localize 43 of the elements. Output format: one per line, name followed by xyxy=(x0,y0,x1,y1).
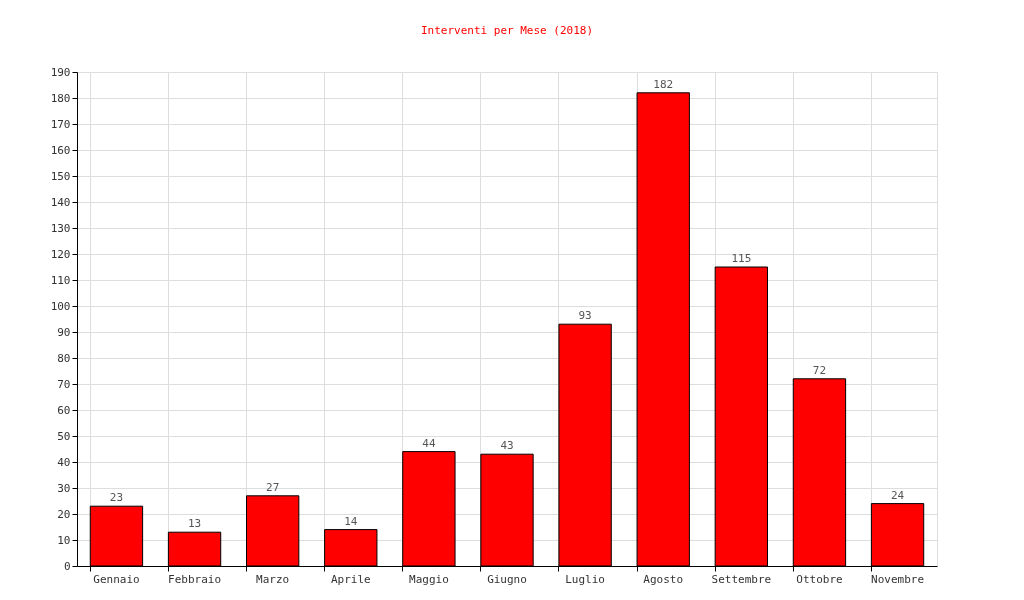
data-label: 13 xyxy=(187,517,202,531)
y-tick-label: 150 xyxy=(50,169,71,183)
y-tick-label: 20 xyxy=(57,507,71,521)
x-tick-label: Ottobre xyxy=(796,572,843,586)
y-tick-label: 180 xyxy=(50,91,71,105)
data-label: 27 xyxy=(266,480,280,494)
y-tick-label: 50 xyxy=(57,429,71,443)
x-tick-label: Giugno xyxy=(487,572,527,586)
x-tick-label: Marzo xyxy=(256,572,290,586)
x-tick-label: Settembre xyxy=(711,572,772,586)
data-label: 93 xyxy=(578,309,592,323)
y-tick-label: 60 xyxy=(57,403,71,417)
x-tick-label: Novembre xyxy=(871,572,925,586)
data-label: 23 xyxy=(109,491,124,505)
y-tick-label: 70 xyxy=(57,377,71,391)
data-label: 182 xyxy=(653,77,674,91)
y-tick-label: 170 xyxy=(50,117,71,131)
x-tick-label: Luglio xyxy=(565,572,605,586)
y-tick-label: 30 xyxy=(57,481,71,495)
y-tick-label: 100 xyxy=(50,299,71,313)
x-tick-label: Gennaio xyxy=(93,572,140,586)
y-tick-label: 190 xyxy=(50,65,71,79)
y-tick-label: 40 xyxy=(57,455,71,469)
y-tick-label: 110 xyxy=(50,273,71,287)
x-tick-label: Febbraio xyxy=(168,572,222,586)
data-label: 44 xyxy=(422,436,436,450)
data-label: 72 xyxy=(812,363,827,377)
data-label: 14 xyxy=(344,514,358,528)
y-tick-label: 90 xyxy=(57,325,71,339)
y-tick-label: 130 xyxy=(50,221,71,235)
y-tick-label: 160 xyxy=(50,143,71,157)
data-label: 115 xyxy=(731,252,752,265)
x-tick-label: Maggio xyxy=(409,572,449,586)
x-tick-label: Agosto xyxy=(643,572,684,586)
y-tick-label: 140 xyxy=(50,195,71,209)
chart-title: Interventi per Mese (2018) xyxy=(420,24,594,37)
y-tick-label: 80 xyxy=(57,351,71,365)
x-tick-label: Aprile xyxy=(330,572,371,586)
y-tick-label: 120 xyxy=(50,247,71,261)
data-label: 24 xyxy=(890,488,905,502)
data-label: 43 xyxy=(500,439,514,453)
y-tick-label: 0 xyxy=(63,559,71,573)
y-tick-label: 10 xyxy=(57,533,71,547)
